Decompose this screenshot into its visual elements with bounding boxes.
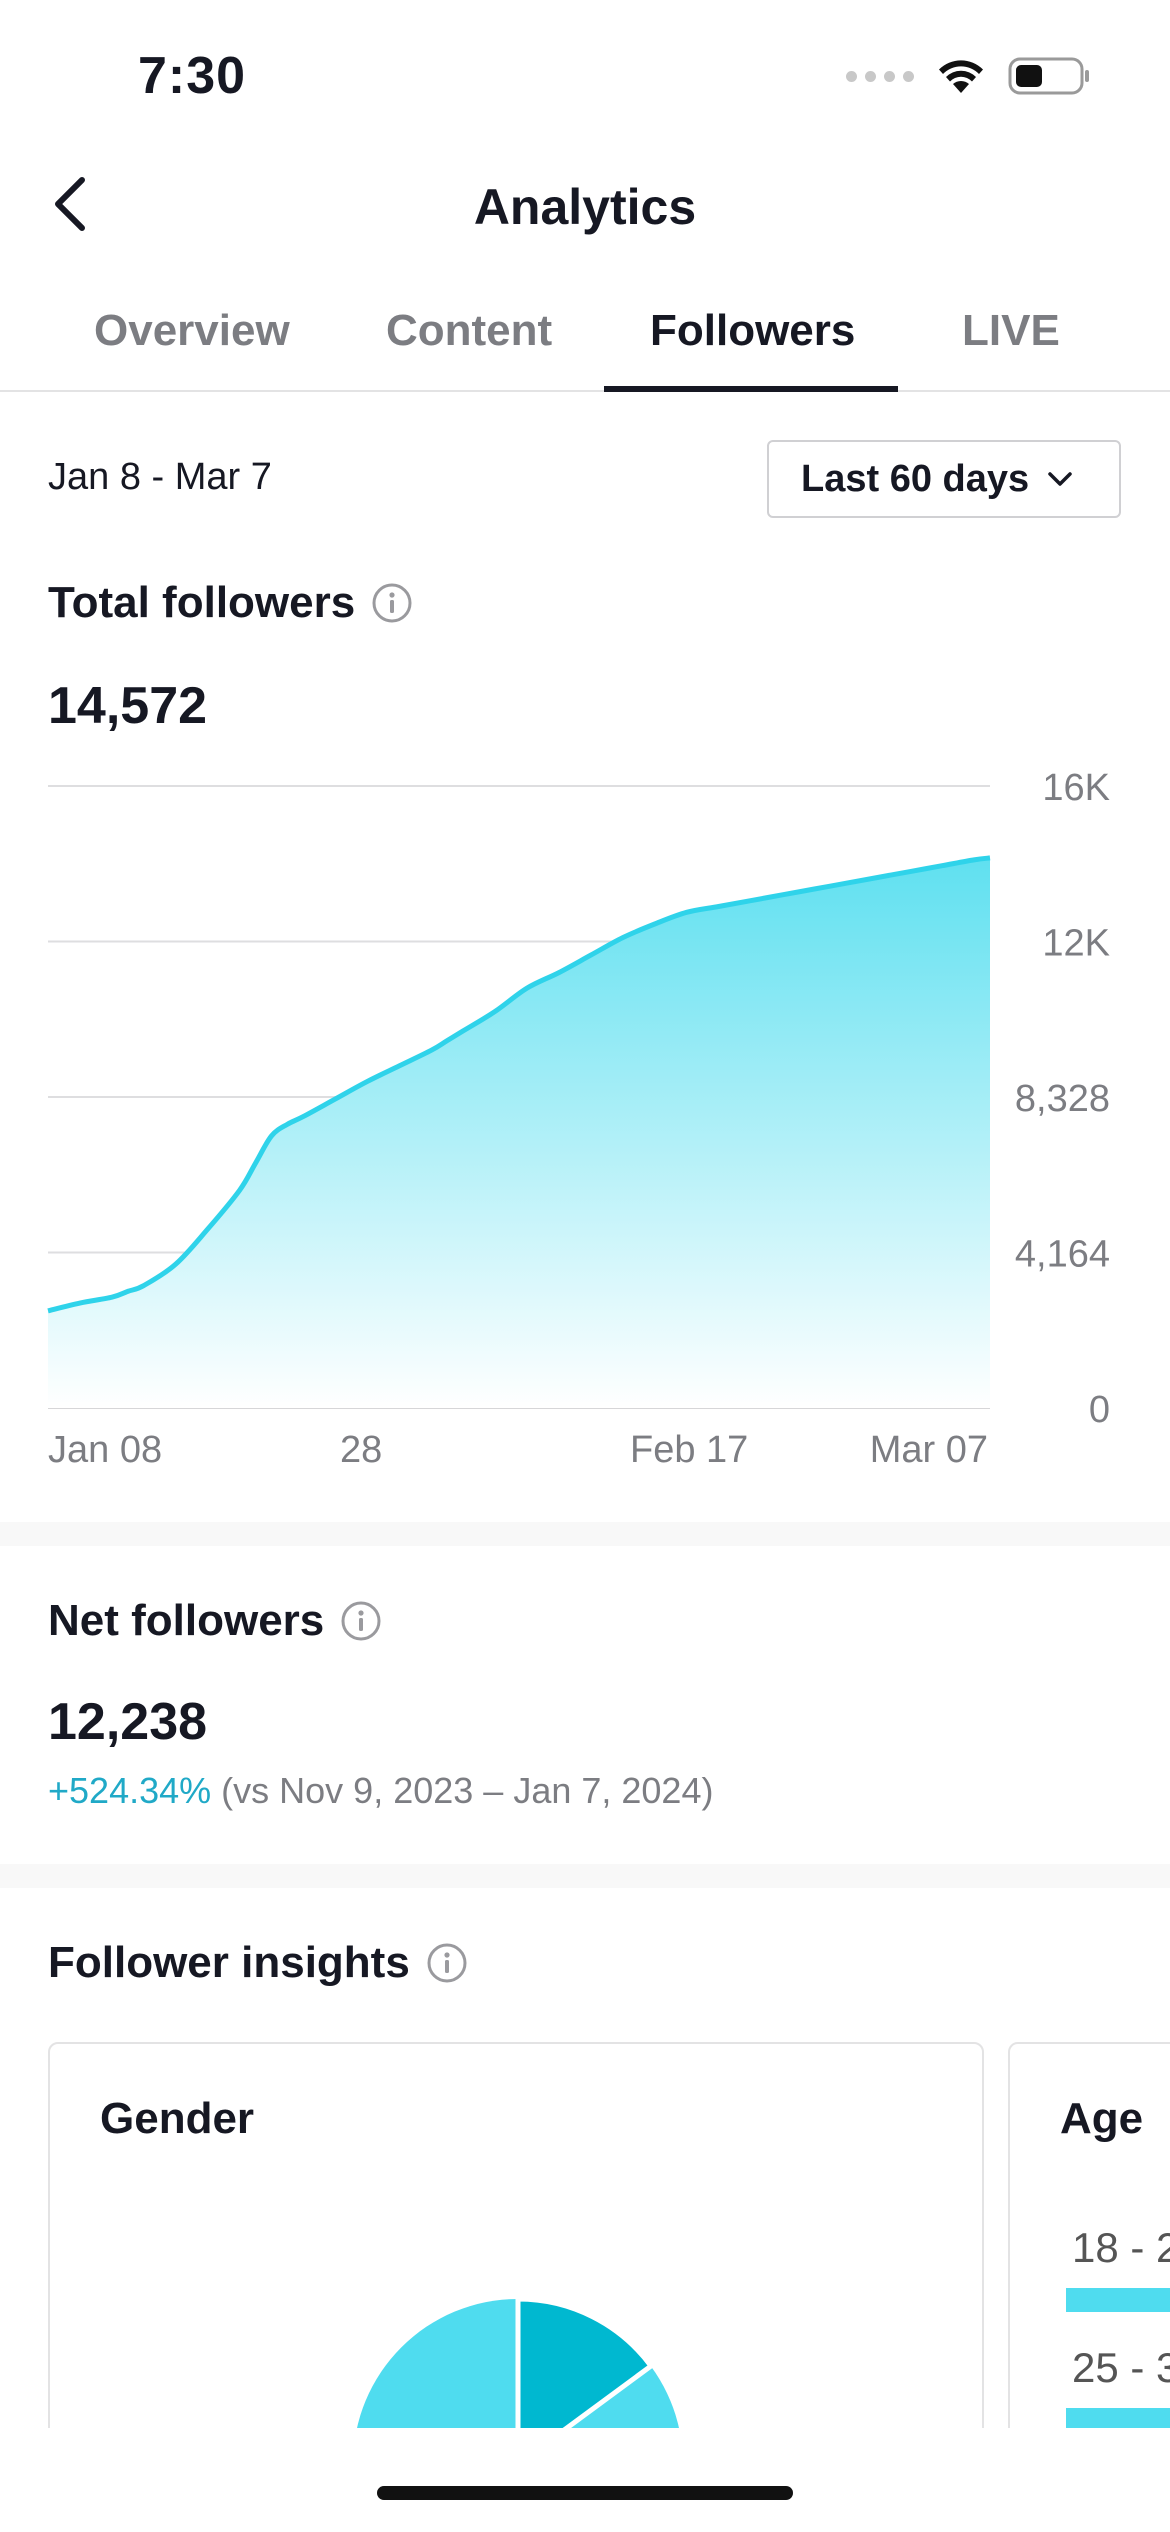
growth-percentage: +524.34% bbox=[48, 1770, 212, 1811]
tab-overview[interactable]: Overview bbox=[94, 306, 290, 355]
tab-followers[interactable]: Followers bbox=[650, 306, 856, 355]
net-followers-title: Net followers bbox=[48, 1596, 325, 1645]
info-icon[interactable] bbox=[340, 1600, 382, 1642]
age-card[interactable]: Age 18 - 24 25 - 34 bbox=[1008, 2042, 1170, 2502]
x-tick-label: Feb 17 bbox=[630, 1429, 748, 1471]
age-row-label: 18 - 24 bbox=[1072, 2224, 1170, 2271]
x-tick-label: Jan 08 bbox=[48, 1429, 162, 1471]
tab-live[interactable]: LIVE bbox=[962, 306, 1060, 355]
chevron-left-icon bbox=[55, 177, 85, 231]
net-followers-value: 12,238 bbox=[48, 1693, 208, 1751]
chart-area-fill bbox=[48, 857, 990, 1408]
info-icon[interactable] bbox=[426, 1942, 468, 1984]
nav-bar: Analytics bbox=[0, 160, 1170, 250]
active-tab-indicator bbox=[604, 386, 898, 392]
y-tick-label: 4,164 bbox=[1015, 1234, 1110, 1276]
y-tick-label: 8,328 bbox=[1015, 1078, 1110, 1120]
total-followers-value: 14,572 bbox=[48, 677, 208, 735]
tab-bar: Overview Content Followers LIVE bbox=[0, 270, 1170, 392]
follower-insights-heading: Follower insights bbox=[48, 1938, 468, 1988]
age-row-bar bbox=[1066, 2288, 1170, 2312]
gender-card[interactable]: Gender bbox=[48, 2042, 984, 2502]
period-dropdown-label: Last 60 days bbox=[801, 457, 1030, 500]
growth-comparison: (vs Nov 9, 2023 – Jan 7, 2024) bbox=[221, 1770, 714, 1811]
status-icons bbox=[846, 56, 1092, 96]
net-followers-heading: Net followers bbox=[48, 1596, 382, 1646]
period-dropdown[interactable]: Last 60 days bbox=[767, 440, 1121, 518]
page-title: Analytics bbox=[473, 179, 697, 235]
section-divider bbox=[0, 1522, 1170, 1546]
total-followers-title: Total followers bbox=[48, 578, 356, 627]
chevron-down-icon bbox=[1048, 472, 1072, 486]
total-followers-heading: Total followers bbox=[48, 578, 413, 628]
age-card-title: Age bbox=[1060, 2094, 1144, 2143]
bottom-safe-area bbox=[0, 2428, 1170, 2532]
wifi-icon bbox=[939, 60, 983, 93]
cellular-signal-icon bbox=[846, 70, 914, 82]
y-tick-label: 16K bbox=[1042, 767, 1110, 809]
date-range-label: Jan 8 - Mar 7 bbox=[48, 456, 272, 498]
gender-card-title: Gender bbox=[100, 2094, 255, 2143]
follower-insights-title: Follower insights bbox=[48, 1938, 410, 1987]
section-divider bbox=[0, 1864, 1170, 1888]
home-indicator[interactable] bbox=[377, 2486, 793, 2500]
chart-series-line bbox=[47, 855, 991, 1314]
y-tick-label: 12K bbox=[1042, 923, 1110, 965]
age-row-label: 25 - 34 bbox=[1072, 2344, 1170, 2391]
status-time: 7:30 bbox=[138, 47, 247, 105]
y-tick-label: 0 bbox=[1089, 1389, 1110, 1431]
info-icon[interactable] bbox=[371, 582, 413, 624]
back-button[interactable] bbox=[40, 174, 100, 234]
tab-content[interactable]: Content bbox=[386, 306, 553, 355]
status-bar: 7:30 bbox=[0, 0, 1170, 150]
net-followers-growth: +524.34% (vs Nov 9, 2023 – Jan 7, 2024) bbox=[48, 1770, 713, 1812]
x-tick-label: 28 bbox=[340, 1429, 382, 1471]
battery-icon bbox=[1008, 57, 1089, 95]
x-tick-label: Mar 07 bbox=[870, 1429, 988, 1471]
gender-pie-slice bbox=[515, 2296, 654, 2467]
total-followers-chart: 16K 12K 8,328 4,164 0 Jan 08 28 Feb 17 Mar 07 bbox=[47, 767, 1110, 1471]
